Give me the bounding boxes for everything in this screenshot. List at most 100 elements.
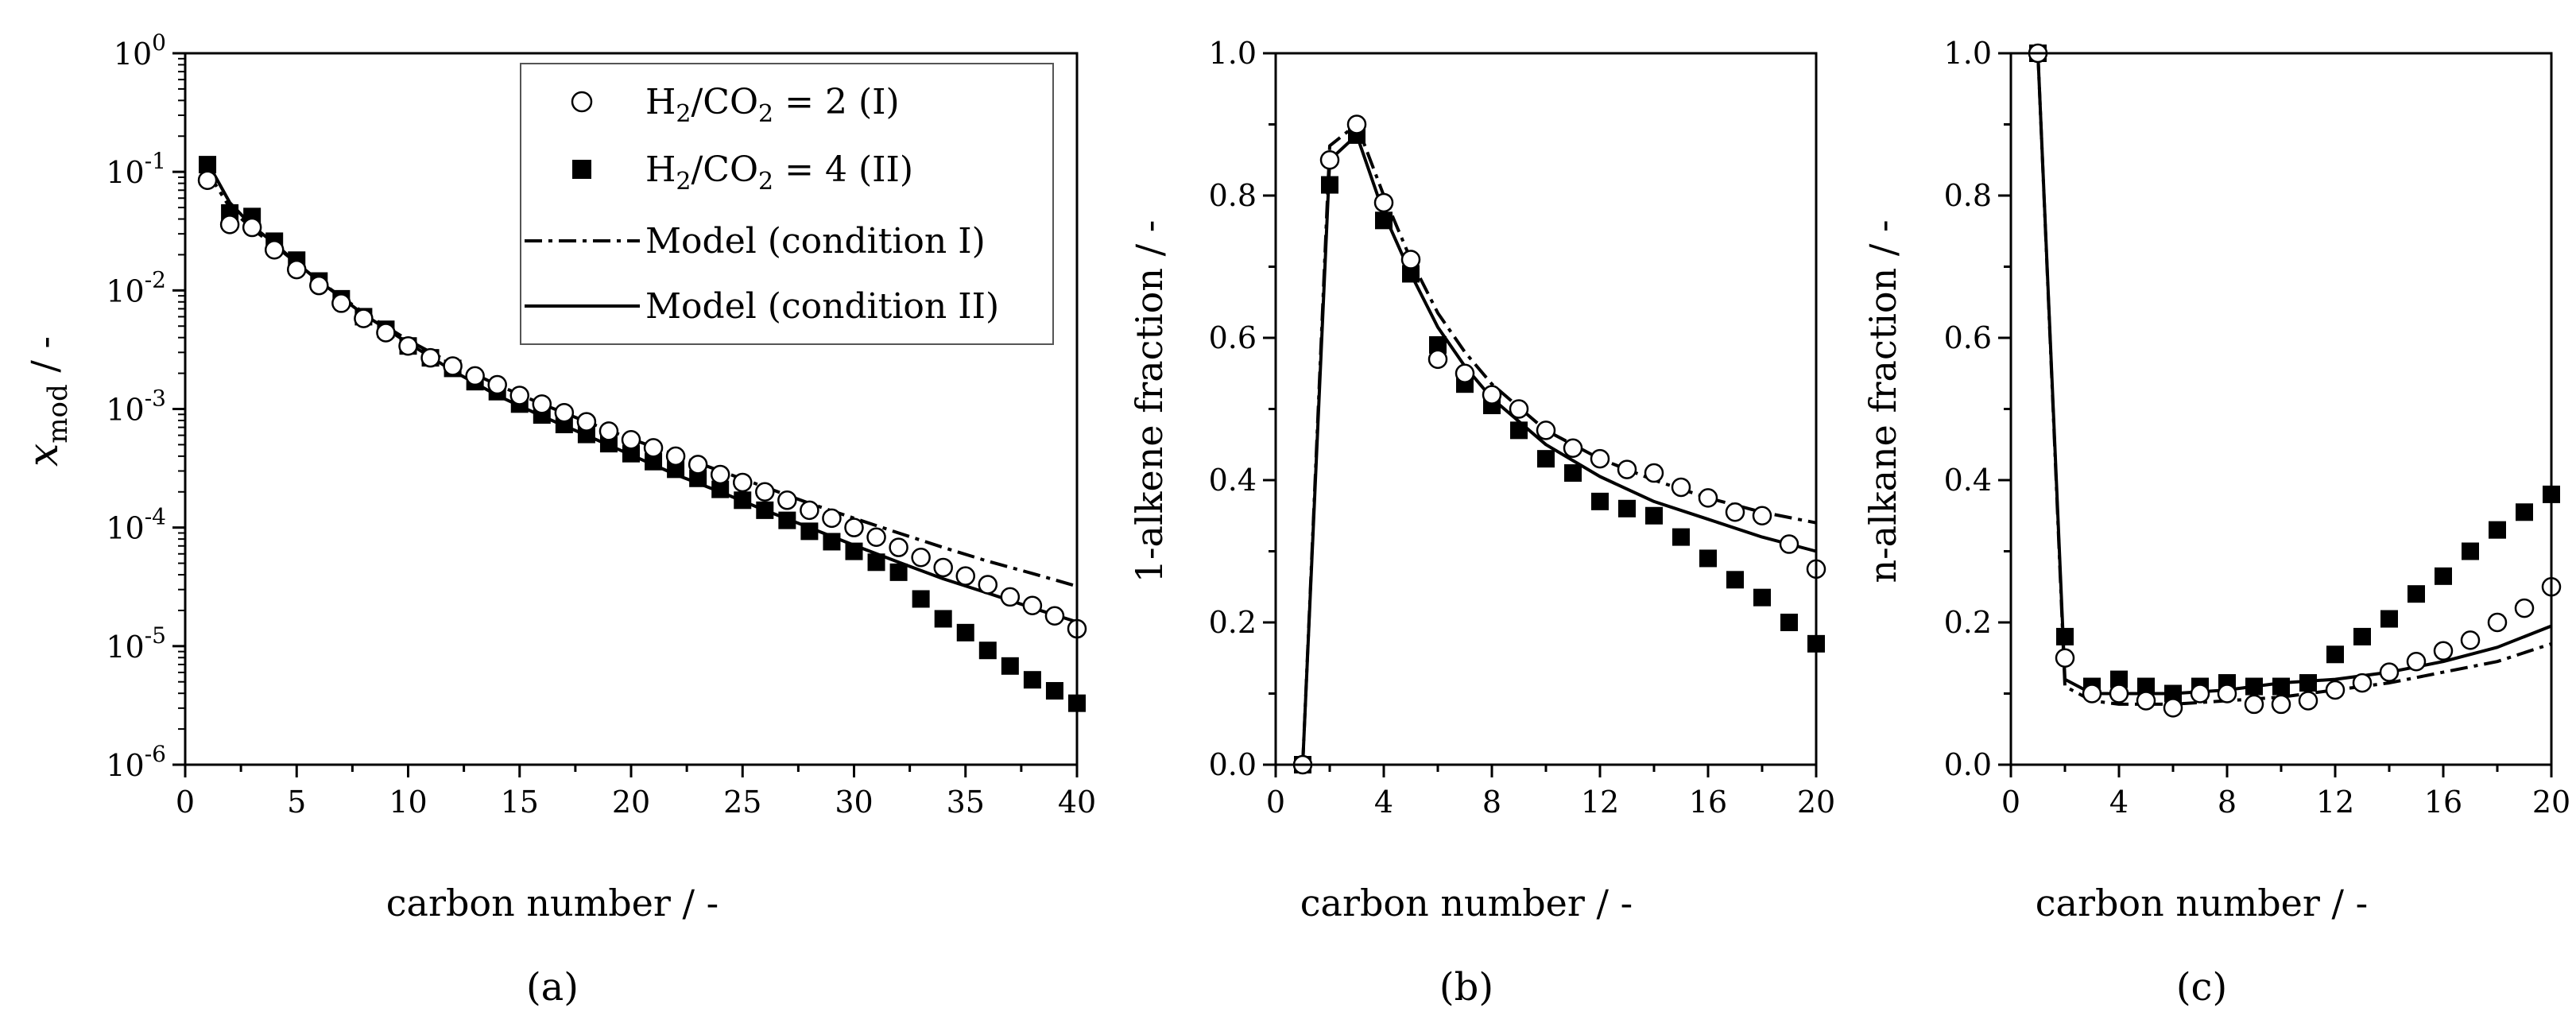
data-point-circle (1346, 114, 1367, 134)
data-point-square (2164, 684, 2182, 703)
data-point-circle (2271, 694, 2291, 715)
data-point-square (2516, 503, 2533, 521)
x-tick-label: 0 (2001, 785, 2020, 820)
data-point-circle (710, 464, 730, 485)
x-tick-label: 8 (2218, 785, 2237, 820)
data-point-circle (509, 386, 529, 405)
x-tick-label: 10 (389, 785, 427, 820)
data-point-square (1780, 614, 1798, 631)
data-point-circle (866, 527, 886, 547)
panel-c-caption: (c) (2176, 965, 2227, 1010)
data-point-square (2272, 677, 2290, 696)
data-point-square (645, 452, 663, 471)
data-point-circle (933, 557, 953, 578)
panel-c-x-label: carbon number / - (2036, 882, 2368, 924)
data-point-circle (2460, 630, 2481, 650)
data-point-circle (2379, 662, 2400, 682)
data-point-circle (376, 323, 396, 343)
data-point-square (956, 623, 974, 641)
x-tick-label: 40 (1058, 785, 1096, 820)
data-point-square (2245, 677, 2263, 696)
data-point-circle (1779, 534, 1799, 554)
data-point-circle (2514, 598, 2535, 618)
x-tick-label: 12 (1581, 785, 1619, 820)
legend-label-condition-2: H2/CO2 = 4 (II) (645, 149, 913, 196)
panel-a-caption: (a) (526, 965, 579, 1010)
data-point-square (1591, 492, 1609, 510)
data-point-square (2380, 610, 2398, 628)
data-point-circle (398, 335, 418, 356)
data-point-circle (1752, 506, 1772, 525)
x-tick-label: 0 (1266, 785, 1285, 820)
x-tick-label: 20 (1797, 785, 1835, 820)
panel-a: 10-6 10-5 10-4 10-3 10-2 10-1 100 0 5 10 15 20 25 30… (20, 29, 1096, 1010)
data-point-circle (532, 394, 552, 414)
panel-a-y-label-sub: mod (42, 384, 74, 443)
y-tick-label: 0.2 (1944, 605, 1992, 640)
x-tick-label: 16 (2424, 785, 2462, 820)
panel-c-ticks (1998, 52, 2553, 777)
y-tick-label: 0.8 (1944, 178, 1992, 213)
data-point-square (1001, 657, 1019, 675)
data-point-square (1699, 549, 1717, 568)
data-point-square (2407, 585, 2425, 603)
data-point-square (1618, 499, 1636, 517)
data-point-circle (1671, 477, 1691, 498)
data-point-square (889, 563, 908, 581)
legend-label-model-1: Model (condition I) (645, 221, 986, 262)
y-tick-label: 10-1 (106, 148, 166, 190)
x-tick-label: 4 (1374, 785, 1393, 820)
panel-b-ticks (1263, 52, 1818, 777)
x-tick-label: 20 (2532, 785, 2570, 820)
data-point-circle (2298, 691, 2318, 711)
data-point-square (2299, 674, 2317, 692)
data-point-circle (2352, 672, 2373, 693)
data-point-square (934, 610, 952, 628)
data-point-circle (2325, 680, 2346, 700)
data-point-circle (1000, 587, 1021, 607)
panel-a-ticks (172, 52, 1079, 777)
data-point-square (823, 533, 841, 551)
data-point-circle (643, 438, 664, 458)
x-tick-label: 4 (2109, 785, 2129, 820)
data-point-circle (287, 259, 307, 280)
data-point-square (1564, 464, 1582, 483)
x-tick-label: 12 (2316, 785, 2354, 820)
data-point-square (978, 641, 997, 660)
panel-a-y-label-suffix: / - (23, 336, 66, 384)
data-point-circle (822, 508, 842, 529)
data-point-circle (2082, 684, 2102, 703)
data-point-circle (2217, 684, 2237, 703)
data-point-circle (1482, 385, 1502, 405)
data-point-circle (443, 356, 463, 376)
data-point-circle (1644, 463, 1664, 483)
data-point-circle (420, 347, 440, 368)
data-point-square (800, 522, 819, 541)
y-tick-label: 0.2 (1209, 605, 1257, 640)
x-tick-label: 15 (501, 785, 539, 820)
data-point-circle (576, 412, 597, 432)
x-tick-label: 25 (723, 785, 761, 820)
panel-a-y-label: xmod / - (20, 336, 74, 467)
panel-c: 0.0 0.2 0.4 0.6 0.8 1.0 0 4 8 12 16 20 carbon numb… (1861, 36, 2570, 1010)
data-point-circle (465, 366, 485, 386)
data-point-square (2462, 542, 2479, 560)
data-point-square (1023, 671, 1041, 689)
data-point-circle (242, 217, 262, 238)
data-point-circle (264, 240, 285, 260)
x-tick-label: 0 (176, 785, 195, 820)
legend: H2/CO2 = 2 (I) H2/CO2 = 4 (II) Model (co… (520, 63, 1054, 345)
data-point-square (1510, 421, 1528, 440)
data-point-circle (2190, 684, 2210, 703)
panel-b-marks (1292, 114, 1826, 775)
legend-open-circle-marker (571, 91, 593, 113)
data-point-square (1753, 588, 1771, 607)
data-point-circle (1455, 363, 1475, 383)
y-tick-label: 0.4 (1209, 463, 1257, 498)
data-point-square (1375, 211, 1393, 230)
data-point-square (1672, 528, 1690, 546)
x-tick-label: 35 (947, 785, 985, 820)
legend-entry-model-2: Model (condition II) (525, 286, 999, 327)
data-point-circle (1617, 459, 1637, 479)
